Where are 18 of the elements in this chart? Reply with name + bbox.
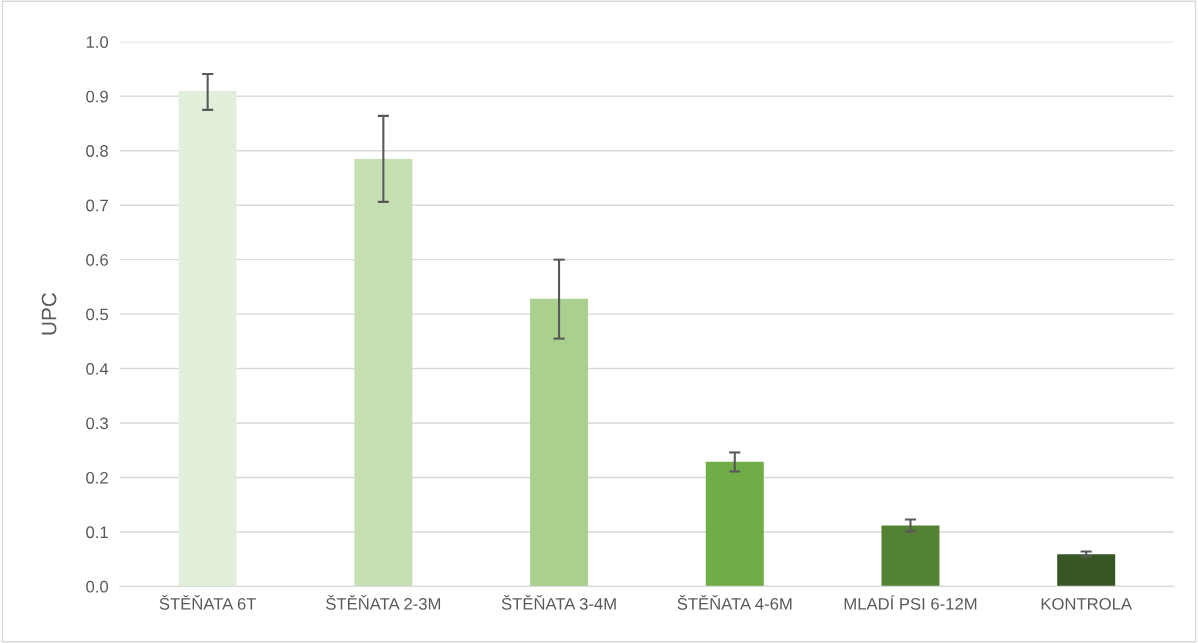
y-tick-label: 0.5 [86, 308, 108, 321]
y-tick-label: 1.0 [86, 36, 109, 48]
y-tick-label: 0.3 [86, 417, 108, 430]
y-tick-label: 0.7 [86, 199, 108, 212]
y-tick-label: 0.4 [86, 362, 109, 375]
x-tick-label: ŠTĚŇATA 4-6M [677, 595, 792, 610]
x-tick-label: ŠTĚŇATA 6T [159, 595, 257, 610]
x-tick-label: ŠTĚŇATA 2-3M [326, 595, 441, 610]
x-tick-label: KONTROLA [1041, 597, 1132, 610]
y-tick-label: 0.2 [86, 471, 108, 484]
y-tick-label: 0.1 [86, 526, 108, 539]
y-tick-label: 0.6 [86, 254, 108, 266]
y-tick-label: 0.9 [86, 90, 108, 103]
x-tick-label: ŠTĚŇATA 3-4M [501, 595, 616, 610]
x-tick-label: MLADÍ PSI 6-12M [844, 595, 977, 610]
y-axis-title: UPC [41, 292, 57, 335]
y-tick-label: 0.0 [86, 580, 109, 593]
y-tick-label: 0.8 [86, 145, 108, 157]
